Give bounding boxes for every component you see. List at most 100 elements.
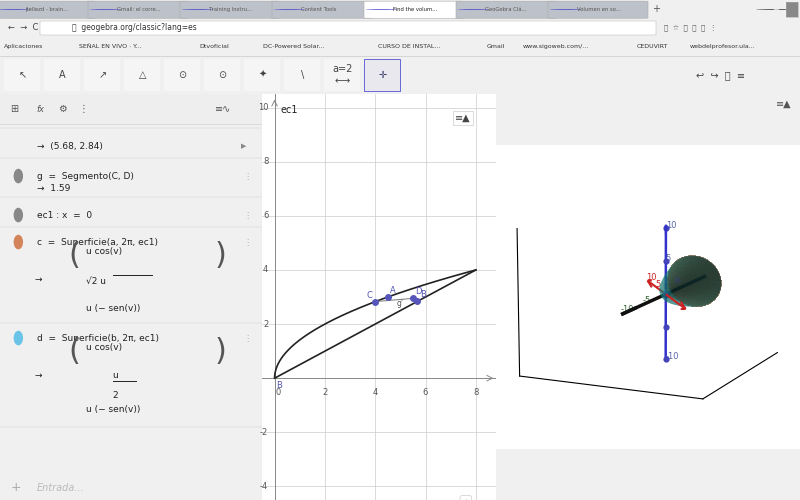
Circle shape [14, 235, 23, 250]
Text: CURSO DE INSTAL...: CURSO DE INSTAL... [378, 44, 440, 49]
Bar [244, 59, 280, 91]
FancyBboxPatch shape [364, 1, 464, 18]
Bar [84, 59, 120, 91]
Bar [164, 59, 200, 91]
Text: 10: 10 [258, 103, 268, 112]
Text: A: A [390, 286, 396, 295]
Text: Entrada...: Entrada... [37, 483, 85, 493]
Text: GeoGebra Clá...: GeoGebra Clá... [485, 7, 526, 12]
Text: \: \ [301, 70, 304, 80]
Text: →  (5.68, 2.84): → (5.68, 2.84) [37, 142, 102, 150]
Text: d  =  Superficie(b, 2π, ec1): d = Superficie(b, 2π, ec1) [37, 334, 158, 342]
Text: −: − [773, 5, 779, 14]
Text: ≡▲: ≡▲ [455, 113, 471, 123]
Circle shape [550, 9, 582, 10]
Text: 6: 6 [423, 388, 428, 396]
Text: 4: 4 [373, 388, 378, 396]
Text: fx: fx [37, 104, 45, 114]
Text: B: B [277, 380, 282, 390]
Text: ⊙: ⊙ [218, 70, 226, 80]
Text: -4: -4 [260, 482, 268, 491]
Text: Training Instru...: Training Instru... [209, 7, 252, 12]
Circle shape [182, 9, 214, 10]
Text: ⚙: ⚙ [58, 104, 66, 114]
Text: ⊙: ⊙ [178, 70, 186, 80]
Text: +: + [652, 4, 660, 15]
Text: ✦: ✦ [258, 70, 266, 80]
Text: 🔒  geogebra.org/classic?lang=es: 🔒 geogebra.org/classic?lang=es [72, 24, 197, 32]
Circle shape [14, 169, 23, 184]
Circle shape [274, 9, 306, 10]
Text: 2: 2 [263, 320, 268, 328]
Text: www.sigoweb.com/...: www.sigoweb.com/... [522, 44, 589, 49]
Text: webdelprofesor.ula...: webdelprofesor.ula... [690, 44, 755, 49]
Text: g  =  Segmento(C, D): g = Segmento(C, D) [37, 172, 134, 180]
Circle shape [458, 9, 490, 10]
Text: u (− sen(v)): u (− sen(v)) [86, 304, 141, 313]
Text: ⋮: ⋮ [244, 210, 252, 220]
Text: SEÑAL EN VIVO · Y...: SEÑAL EN VIVO · Y... [79, 44, 142, 49]
Text: jtellezd - brain...: jtellezd - brain... [25, 7, 68, 12]
Circle shape [756, 9, 796, 10]
Text: △: △ [138, 70, 146, 80]
Text: ec1 : x  =  0: ec1 : x = 0 [37, 210, 92, 220]
Text: 4: 4 [263, 266, 268, 274]
Text: 2: 2 [322, 388, 327, 396]
Text: ec1: ec1 [281, 105, 298, 115]
Circle shape [14, 331, 23, 345]
Text: u (− sen(v)): u (− sen(v)) [86, 405, 141, 414]
Circle shape [0, 9, 30, 10]
Text: (: ( [68, 336, 80, 366]
Text: u cos(v): u cos(v) [86, 342, 122, 351]
Text: Gmail: Gmail [486, 44, 505, 49]
Text: ↗: ↗ [98, 70, 106, 80]
Text: (: ( [68, 240, 80, 270]
Text: ⋮: ⋮ [78, 104, 88, 114]
Text: →  1.59: → 1.59 [37, 184, 70, 192]
Text: 🔍  ☆  🛡  🔖  👤  ⋮: 🔍 ☆ 🛡 🔖 👤 ⋮ [664, 24, 717, 32]
Text: ≡∿: ≡∿ [215, 104, 231, 114]
Text: 0: 0 [276, 388, 281, 396]
Bar [786, 2, 798, 17]
Text: 8: 8 [473, 388, 478, 396]
Text: DC-Powered Solar...: DC-Powered Solar... [263, 44, 325, 49]
FancyBboxPatch shape [40, 21, 656, 35]
Text: ⋮: ⋮ [244, 238, 252, 246]
Text: +: + [10, 482, 21, 494]
FancyBboxPatch shape [180, 1, 280, 18]
Text: √2 u: √2 u [86, 277, 106, 286]
Text: ↖: ↖ [18, 70, 26, 80]
Text: ↩  ↪  🔍  ≡: ↩ ↪ 🔍 ≡ [696, 70, 745, 80]
Text: Content Tools: Content Tools [301, 7, 336, 12]
Text: CEDUVIRT: CEDUVIRT [637, 44, 668, 49]
Bar [4, 59, 40, 91]
Text: -2: -2 [260, 428, 268, 437]
FancyBboxPatch shape [272, 1, 372, 18]
Text: Aplicaciones: Aplicaciones [4, 44, 43, 49]
Text: ≡▲: ≡▲ [776, 99, 792, 109]
Text: ): ) [215, 240, 226, 270]
Text: Gmail: el corre...: Gmail: el corre... [117, 7, 161, 12]
Text: D: D [415, 288, 422, 296]
Text: ✛: ✛ [378, 70, 386, 80]
Bar [786, 2, 798, 17]
Text: 8: 8 [263, 157, 268, 166]
Text: →: → [34, 370, 42, 380]
Text: Dtvoficial: Dtvoficial [199, 44, 229, 49]
FancyBboxPatch shape [0, 1, 96, 18]
Text: C: C [366, 290, 372, 300]
Circle shape [366, 9, 398, 10]
Text: u cos(v): u cos(v) [86, 246, 122, 256]
Text: ): ) [215, 336, 226, 366]
FancyBboxPatch shape [548, 1, 648, 18]
Text: B: B [420, 290, 426, 300]
Text: 2: 2 [113, 390, 118, 400]
FancyBboxPatch shape [88, 1, 188, 18]
Text: ⋮: ⋮ [244, 334, 252, 342]
Bar [324, 59, 360, 91]
Circle shape [90, 9, 122, 10]
Text: c  =  Superficie(a, 2π, ec1): c = Superficie(a, 2π, ec1) [37, 238, 158, 246]
Bar [124, 59, 160, 91]
Circle shape [14, 208, 23, 222]
Text: ⋮: ⋮ [244, 172, 252, 180]
